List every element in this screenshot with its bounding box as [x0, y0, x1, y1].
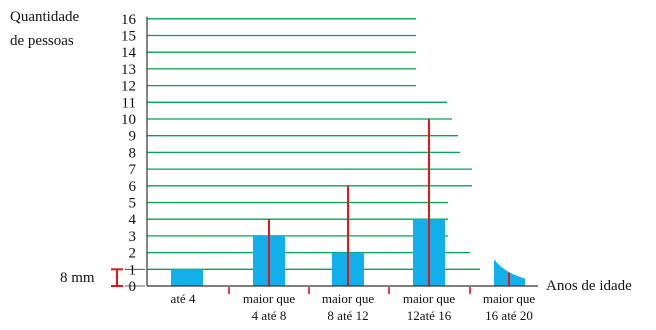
y-tick-label-10: 10	[121, 112, 136, 128]
y-tick-label-6: 6	[129, 179, 137, 195]
y-tick-label-2: 2	[129, 246, 137, 262]
grid-lines	[147, 18, 480, 270]
y-tick-label-4: 4	[129, 212, 137, 228]
y-axis-label-line1: Quantidade	[10, 9, 79, 25]
y-axis-label-line2: de pessoas	[10, 33, 74, 49]
x-axis-label: Anos de idade	[546, 278, 632, 294]
x-tick-label-2-line2: 4 até 8	[252, 308, 287, 323]
y-tick-label-13: 13	[121, 62, 136, 78]
scale-note: 8 mm	[60, 270, 95, 286]
x-tick-label-4-line2: 12até 16	[407, 308, 452, 323]
axes	[146, 16, 538, 287]
x-tick-label-3-line1: maior que	[322, 291, 375, 306]
x-tick-label-2-line1: maior que	[243, 291, 296, 306]
x-tick-labels: até 4 maior que 4 até 8 maior que 8 até 12 ma…	[171, 291, 536, 323]
y-tick-label-12: 12	[121, 79, 136, 95]
red-markers	[228, 119, 510, 294]
y-tick-label-5: 5	[129, 196, 137, 212]
x-tick-label-4-line1: maior que	[403, 291, 456, 306]
y-tick-label-1: 1	[129, 262, 137, 278]
y-tick-label-0: 0	[129, 279, 137, 295]
y-tick-label-8: 8	[129, 145, 137, 161]
x-tick-label-1-line1: até 4	[171, 291, 196, 306]
y-tick-label-7: 7	[129, 162, 137, 178]
y-tick-label-15: 15	[121, 29, 136, 45]
y-tick-label-14: 14	[121, 45, 137, 61]
bar-1	[171, 269, 203, 286]
y-tick-label-11: 11	[122, 95, 136, 111]
y-tick-label-9: 9	[129, 129, 137, 145]
x-tick-label-5-line1: maior que	[483, 291, 536, 306]
x-tick-label-5-line2: 16 até 20	[485, 308, 533, 323]
scale-bracket-icon	[111, 268, 145, 287]
x-tick-label-3-line2: 8 até 12	[327, 308, 368, 323]
y-tick-label-16: 16	[121, 12, 137, 28]
y-tick-label-3: 3	[129, 229, 137, 245]
